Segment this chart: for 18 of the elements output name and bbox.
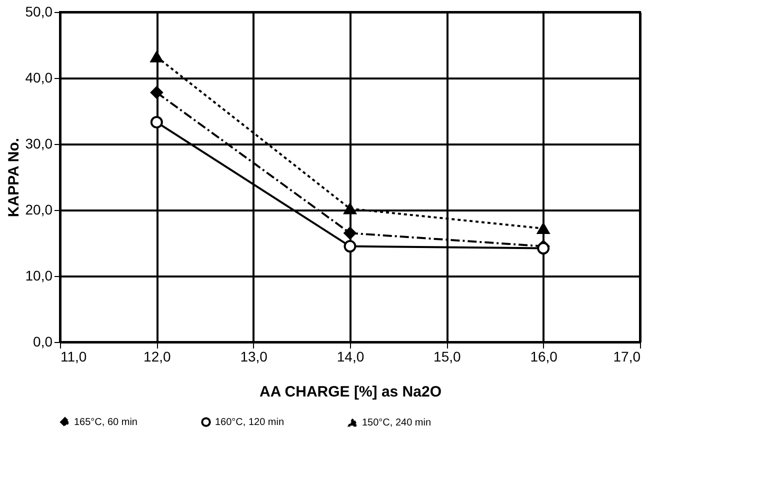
x-axis-title: AA CHARGE [%] as Na2O [260, 384, 442, 400]
y-tick-label: 10,0 [25, 268, 53, 284]
x-tick-label: 16,0 [530, 348, 558, 364]
x-tick-label: 12,0 [144, 348, 172, 364]
y-tick-label: 30,0 [25, 136, 53, 152]
y-tick-label: 0,0 [33, 334, 53, 350]
x-tick-label: 14,0 [336, 348, 364, 364]
legend-label: 150°C, 240 min [362, 417, 432, 428]
x-tick-label: 13,0 [240, 348, 268, 364]
x-tick-label: 11,0 [60, 348, 87, 364]
legend-label: 165°C, 60 min [74, 417, 138, 428]
x-tick-label: 17,0 [613, 348, 641, 364]
x-tick-label: 15,0 [434, 348, 462, 364]
y-tick-label: 50,0 [25, 4, 53, 20]
y-axis-title: KAPPA No. [5, 138, 22, 218]
y-tick-label: 40,0 [25, 70, 53, 86]
y-tick-label: 20,0 [25, 202, 53, 218]
legend-label: 160°C, 120 min [215, 417, 284, 428]
